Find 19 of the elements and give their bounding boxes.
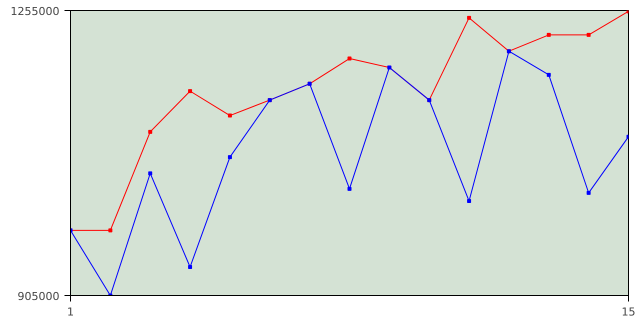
point [228,155,232,160]
point [188,89,192,94]
point [546,32,551,37]
point [228,114,232,118]
point [148,171,152,176]
y-tick-label: 905000 [18,290,60,303]
point [586,190,591,195]
point [467,199,472,204]
point [188,265,192,269]
x-tick-label: 15 [622,306,636,318]
point [348,186,352,191]
x-tick-label: 1 [67,306,74,318]
point [546,72,551,77]
point [586,32,591,37]
point [148,130,152,134]
y-tick-label: 1255000 [10,5,60,18]
point [467,16,472,20]
point [108,228,112,232]
point [348,56,352,61]
